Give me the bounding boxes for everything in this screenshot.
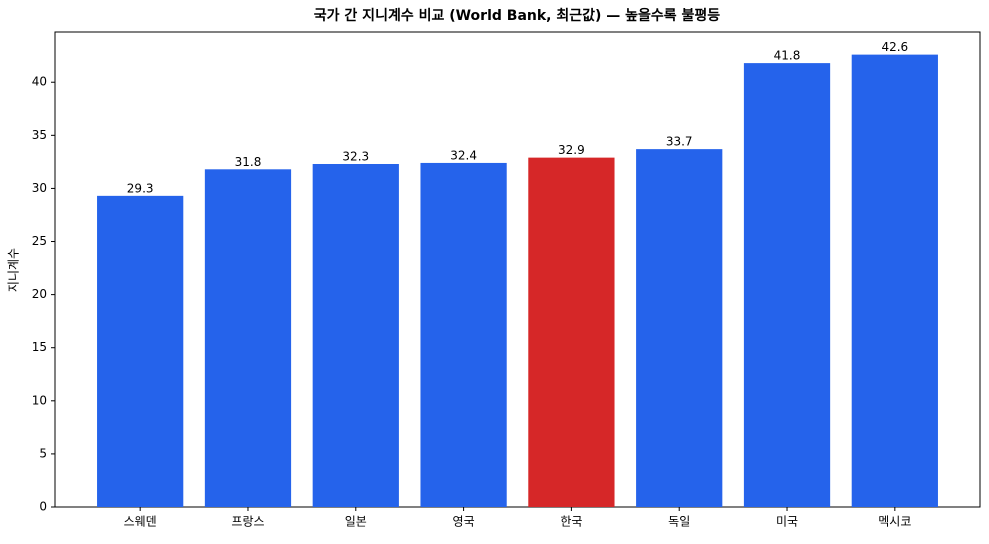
x-tick-label: 한국	[560, 515, 582, 529]
value-label: 32.4	[450, 148, 477, 162]
y-tick-label: 40	[32, 75, 47, 89]
value-label: 29.3	[127, 181, 154, 195]
y-tick-label: 15	[32, 340, 47, 354]
bar	[743, 63, 831, 507]
bar	[312, 163, 399, 507]
bar	[97, 195, 184, 507]
y-axis-label: 지니계수	[7, 248, 21, 292]
bar	[636, 149, 723, 507]
bar	[528, 157, 615, 507]
bar	[420, 162, 507, 507]
y-tick-label: 30	[32, 181, 47, 195]
x-tick-label: 일본	[345, 515, 367, 529]
x-tick-label: 영국	[453, 515, 475, 529]
y-tick-label: 10	[32, 393, 47, 407]
y-tick-label: 20	[32, 287, 47, 301]
x-tick-label: 미국	[776, 515, 798, 529]
x-tick-label: 멕시코	[878, 515, 911, 529]
x-tick-label: 프랑스	[231, 515, 264, 529]
y-tick-label: 25	[32, 234, 47, 248]
plot-frame	[54, 31, 981, 508]
y-tick-label: 5	[39, 446, 47, 460]
value-label: 42.6	[881, 40, 908, 54]
value-label: 31.8	[235, 155, 262, 169]
bar	[851, 54, 938, 507]
bar	[204, 169, 292, 507]
x-tick-label: 스웨덴	[124, 515, 157, 529]
value-label: 32.3	[342, 149, 369, 163]
value-label: 41.8	[774, 49, 801, 63]
x-tick-label: 독일	[668, 515, 690, 529]
y-tick-label: 0	[39, 500, 47, 514]
value-label: 32.9	[558, 143, 585, 157]
chart-title: 국가 간 지니계수 비교 (World Bank, 최근값) — 높을수록 불평…	[314, 7, 721, 24]
y-tick-label: 35	[32, 128, 47, 142]
value-label: 33.7	[666, 135, 693, 149]
